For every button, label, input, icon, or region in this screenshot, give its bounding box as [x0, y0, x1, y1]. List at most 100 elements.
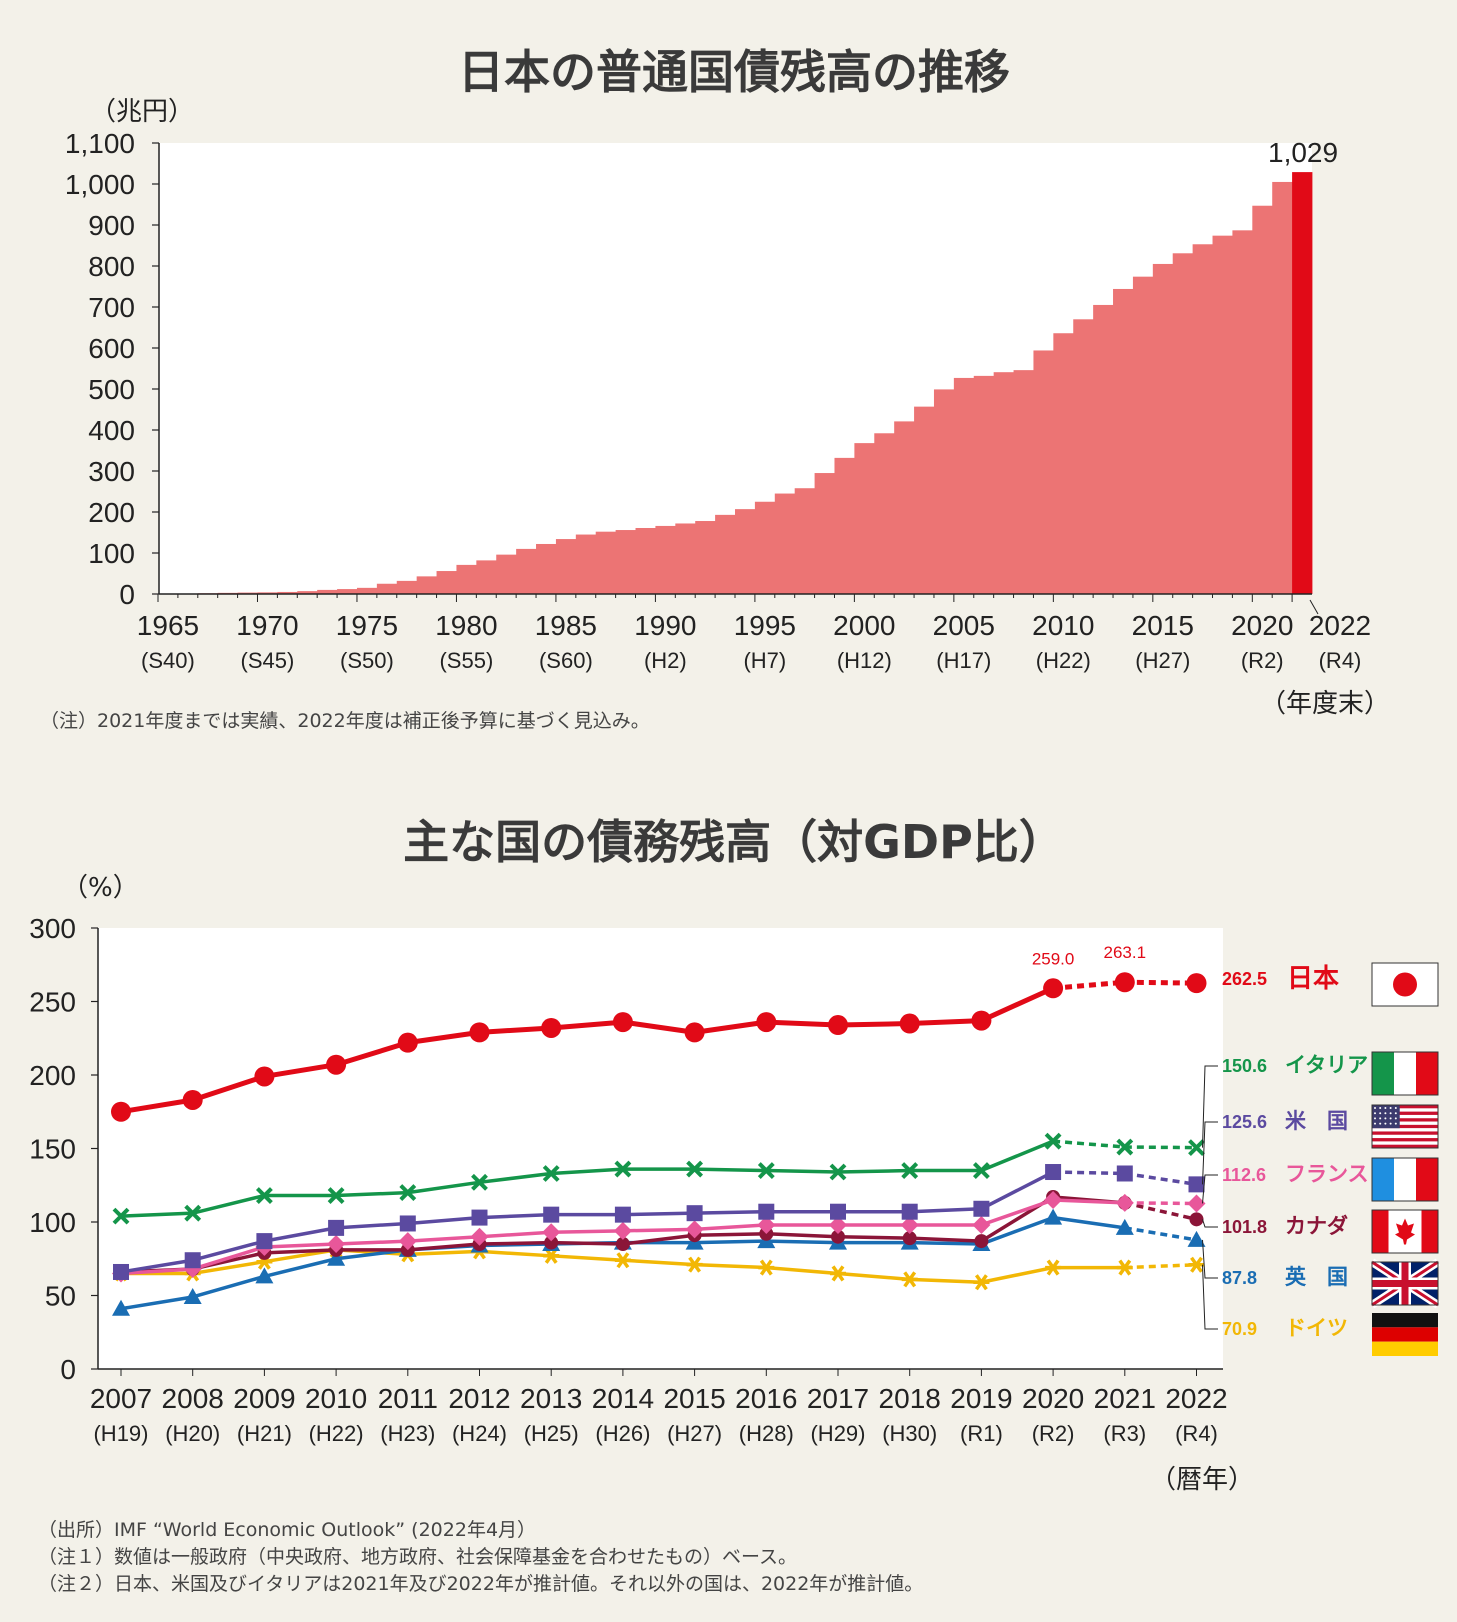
- bar-2021: [1272, 181, 1293, 594]
- bar-1981: [476, 560, 497, 594]
- bar-2004: [933, 389, 955, 594]
- bar-y-tick-label: 600: [88, 333, 135, 364]
- data-point: [830, 1265, 846, 1282]
- uk-flag: [1369, 1258, 1441, 1309]
- flag-star: [1389, 1112, 1392, 1115]
- maple-leaf-icon: [1395, 1218, 1415, 1245]
- flag-star: [1394, 1112, 1397, 1115]
- data-point: [471, 1173, 488, 1191]
- bar-y-tick-label: 900: [88, 210, 135, 241]
- bar-1975: [356, 587, 378, 594]
- data-point: [1188, 1256, 1205, 1273]
- bar-2010: [1053, 333, 1074, 594]
- data-point: [1116, 1138, 1134, 1156]
- line-y-tick-label: 200: [29, 1060, 76, 1091]
- line-x-axis: 2007 (H19) 2008 (H20) 2009 (H21) 2010 (H22) 2011…: [90, 1368, 1228, 1446]
- japan-flag: [1371, 962, 1439, 1007]
- flag-stripe: [1372, 1121, 1438, 1126]
- legend-name: フランス: [1285, 1162, 1369, 1186]
- bar-1992: [695, 521, 716, 594]
- data-point: [183, 1287, 202, 1304]
- france-flag: [1371, 1157, 1439, 1202]
- data-point: [471, 1209, 488, 1226]
- bar-2017: [1192, 244, 1213, 594]
- bar-2005: [953, 377, 975, 594]
- bar-2014: [1132, 276, 1154, 594]
- data-point: [112, 1299, 130, 1316]
- line-x-tick-era: (R3): [1103, 1421, 1146, 1446]
- bar-1985: [555, 539, 577, 594]
- bar-series: [158, 172, 1313, 595]
- data-point: [1044, 1190, 1063, 1209]
- bar-1999: [834, 457, 855, 594]
- data-point: [541, 1017, 562, 1038]
- series-1: [112, 1132, 1205, 1225]
- data-point: [830, 1203, 846, 1220]
- bar-1978: [416, 576, 437, 594]
- bar-y-tick-label: 700: [88, 292, 135, 323]
- line-x-tick-label: 2022: [1165, 1383, 1227, 1414]
- bar-x-tick-era: (H27): [1135, 648, 1190, 673]
- data-label: 263.1: [1104, 943, 1147, 962]
- data-point: [397, 1032, 418, 1053]
- bar-y-tick-label: 100: [88, 538, 135, 569]
- flag-stripe: [1416, 1158, 1438, 1201]
- data-point: [255, 1267, 274, 1284]
- data-point: [829, 1215, 847, 1234]
- data-point: [1116, 1259, 1133, 1276]
- bar-2022: [1292, 172, 1313, 595]
- flag-star: [1384, 1107, 1387, 1109]
- legend-name: 英 国: [1285, 1265, 1348, 1289]
- flag-star: [1389, 1122, 1392, 1125]
- data-point: [1043, 978, 1064, 999]
- legend-name: 米 国: [1285, 1109, 1348, 1133]
- flag-stripe: [1394, 1158, 1416, 1201]
- line-x-tick-era: (H19): [93, 1421, 148, 1446]
- bar-x-tick-era: (S40): [141, 648, 195, 673]
- bar-2015: [1152, 263, 1174, 594]
- legend-value: 70.9: [1222, 1319, 1257, 1339]
- line-x-tick-era: (H24): [452, 1421, 507, 1446]
- data-point: [612, 1012, 633, 1033]
- flag-border: [1371, 1209, 1439, 1254]
- bar-1983: [516, 548, 537, 594]
- data-point: [543, 1247, 560, 1264]
- bar-x-tick-era: (S55): [439, 648, 493, 673]
- line-x-tick-label: 2017: [807, 1383, 869, 1414]
- series-line-dashed: [1124, 1226, 1197, 1242]
- data-point: [1187, 1230, 1206, 1247]
- data-label: 259.0: [1032, 949, 1075, 968]
- data-point: [184, 1252, 201, 1269]
- bar-2013: [1113, 288, 1134, 594]
- data-point: [902, 1231, 917, 1246]
- bar-y-tick-label: 200: [88, 497, 135, 528]
- data-point: [828, 1015, 848, 1036]
- bar-2022-leader: [1309, 599, 1319, 615]
- data-point: [900, 1215, 919, 1234]
- bar-1994: [735, 509, 756, 594]
- bar-1982: [496, 554, 517, 594]
- flag-stripe: [1372, 1111, 1438, 1116]
- data-point: [971, 1010, 992, 1031]
- flag-stripe: [1372, 1108, 1438, 1112]
- bar-1976: [376, 583, 398, 594]
- legend-leader: [1202, 1121, 1218, 1185]
- legend-name: カナダ: [1285, 1214, 1348, 1238]
- data-point: [113, 1263, 129, 1280]
- line-x-tick-era: (H20): [165, 1421, 220, 1446]
- bar-1970: [257, 592, 278, 594]
- line-x-tick-era: (H28): [739, 1421, 794, 1446]
- bar-y-tick-label: 400: [88, 415, 135, 446]
- flag-stripe: [1372, 1118, 1438, 1122]
- data-point: [398, 1232, 417, 1251]
- flag-star: [1374, 1112, 1376, 1115]
- flag-star: [1389, 1107, 1392, 1109]
- series-line-solid: [120, 985, 1055, 1115]
- bar-x-tick-label: 1975: [336, 610, 398, 641]
- bar-1971: [277, 591, 298, 594]
- series-line-dashed: [1124, 1201, 1197, 1222]
- bar-1995: [754, 501, 776, 594]
- line-x-tick-label: 2019: [950, 1383, 1012, 1414]
- line-x-tick-label: 2008: [162, 1383, 224, 1414]
